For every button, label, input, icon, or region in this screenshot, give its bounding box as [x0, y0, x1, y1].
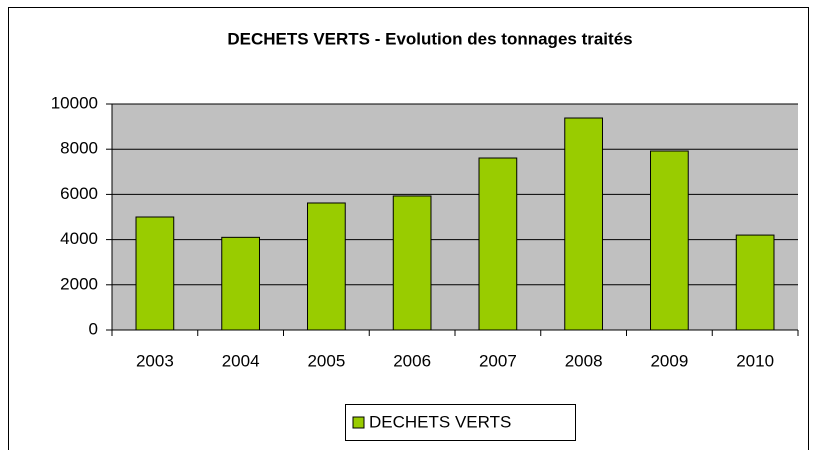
x-tick-label: 2010	[736, 351, 774, 370]
bar	[392, 195, 432, 331]
chart-title: DECHETS VERTS - Evolution des tonnages t…	[227, 29, 632, 48]
y-tick-label: 8000	[60, 139, 98, 158]
legend-label: DECHETS VERTS	[369, 412, 511, 431]
bar	[221, 236, 260, 331]
x-tick-label: 2009	[650, 351, 688, 370]
plot-area	[112, 104, 798, 330]
bar	[307, 202, 346, 331]
legend-swatch	[352, 416, 365, 429]
bar	[564, 117, 603, 331]
bar	[478, 157, 518, 331]
legend-box	[345, 404, 576, 441]
x-tick-label: 2006	[393, 351, 431, 370]
bar	[650, 150, 689, 331]
bar	[735, 234, 775, 331]
y-tick-label: 10000	[51, 93, 98, 112]
y-tick-label: 2000	[60, 274, 98, 293]
x-tick-label: 2007	[479, 351, 517, 370]
x-tick-label: 2004	[222, 351, 260, 370]
x-tick-label: 2008	[565, 351, 603, 370]
y-tick-label: 4000	[60, 229, 98, 248]
y-tick-label: 6000	[60, 184, 98, 203]
y-tick-label: 0	[89, 319, 98, 338]
x-tick-label: 2003	[136, 351, 174, 370]
bar	[135, 216, 175, 331]
x-tick-label: 2005	[307, 351, 345, 370]
